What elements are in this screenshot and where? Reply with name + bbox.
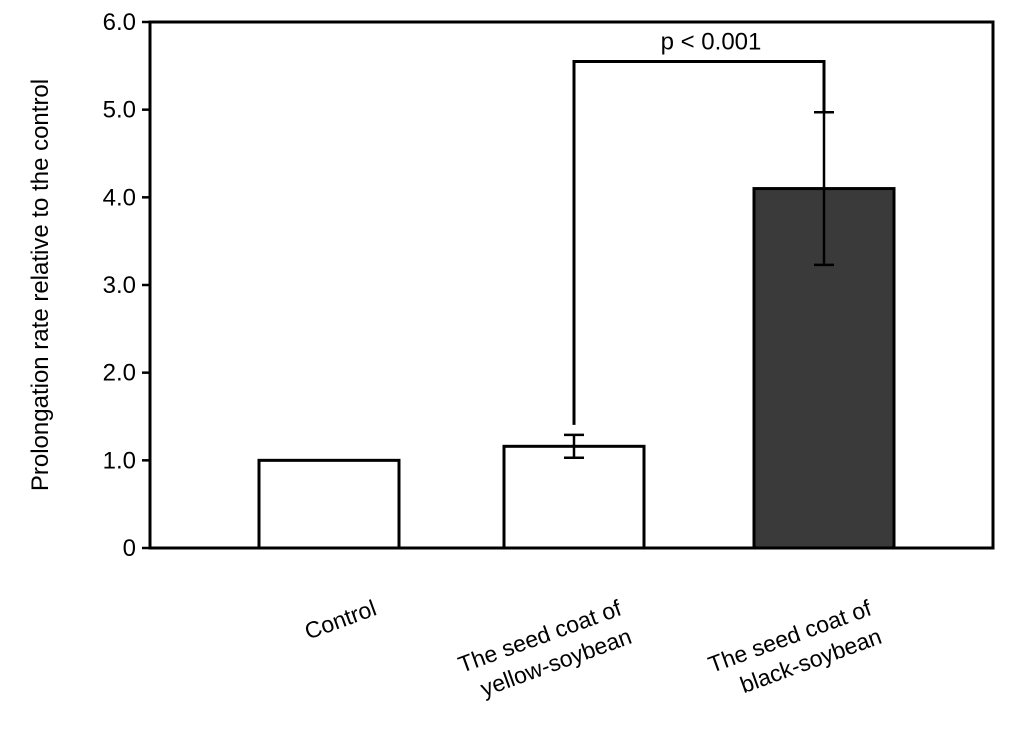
category-label-line: Control <box>301 595 380 645</box>
bar <box>257 458 401 550</box>
y-tick-label: 4.0 <box>103 184 136 211</box>
y-tick-label: 5.0 <box>103 97 136 124</box>
y-tick-label: 6.0 <box>103 9 136 36</box>
significance-label: p < 0.001 <box>661 28 762 55</box>
y-tick-label: 1.0 <box>103 447 136 474</box>
bar <box>752 187 896 550</box>
y-tick-label: 3.0 <box>103 272 136 299</box>
category-label: The seed coat ofyellow-soybean <box>455 594 636 705</box>
bar <box>502 444 646 550</box>
category-label: Control <box>301 595 380 645</box>
y-tick-label: 0 <box>123 535 136 562</box>
significance-bracket <box>572 59 826 425</box>
y-tick-label: 2.0 <box>103 360 136 387</box>
category-label: The seed coat ofblack-soybean <box>705 594 886 705</box>
y-axis-label: Prolongation rate relative to the contro… <box>27 79 54 491</box>
plot-area: 0 1.0 2.0 3.0 4.0 5.0 6.0 Prolongation rate rel… <box>27 9 995 705</box>
